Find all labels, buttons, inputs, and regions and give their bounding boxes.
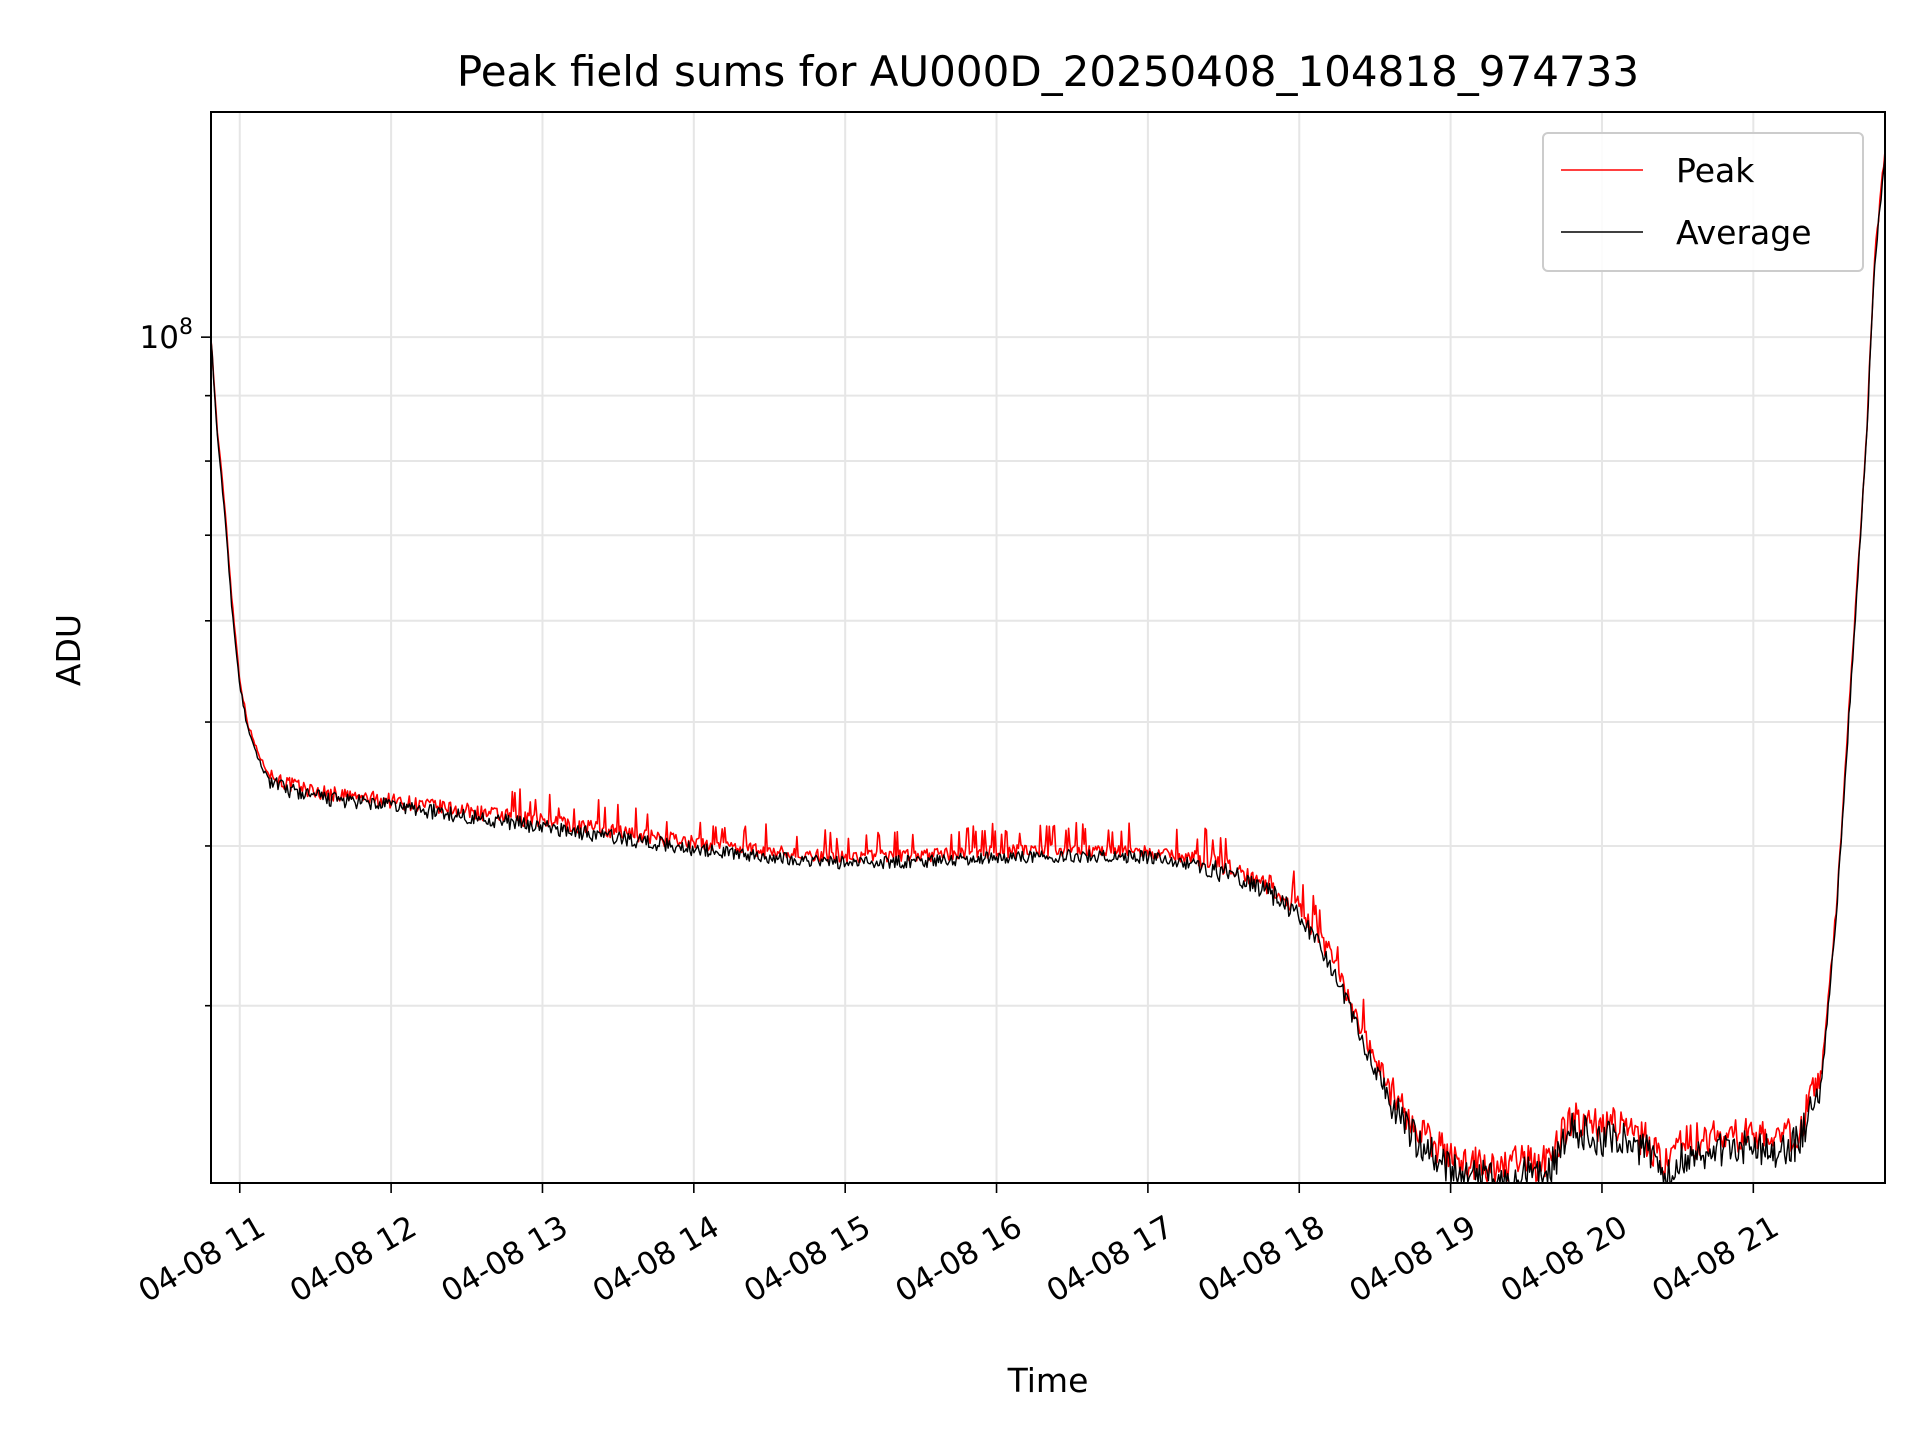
y-axis-label: ADU	[49, 614, 88, 686]
y-axis: 108	[140, 315, 211, 1007]
plot-area	[210, 111, 1886, 1184]
legend-box	[1542, 132, 1864, 272]
series-line-peak	[210, 150, 1886, 1184]
x-axis-label: Time	[1007, 1361, 1089, 1400]
legend: Peak Average	[1542, 132, 1864, 272]
legend-label: Average	[1676, 213, 1812, 252]
series-layer	[210, 150, 1886, 1184]
chart-title: Peak field sums for AU000D_20250408_1048…	[457, 47, 1639, 96]
legend-label: Peak	[1676, 151, 1755, 190]
grid	[211, 112, 1885, 1183]
series-line-average	[210, 157, 1886, 1184]
y-tick-label: 108	[140, 315, 193, 356]
plot-frame	[210, 111, 1886, 1184]
plot-background	[211, 112, 1885, 1183]
